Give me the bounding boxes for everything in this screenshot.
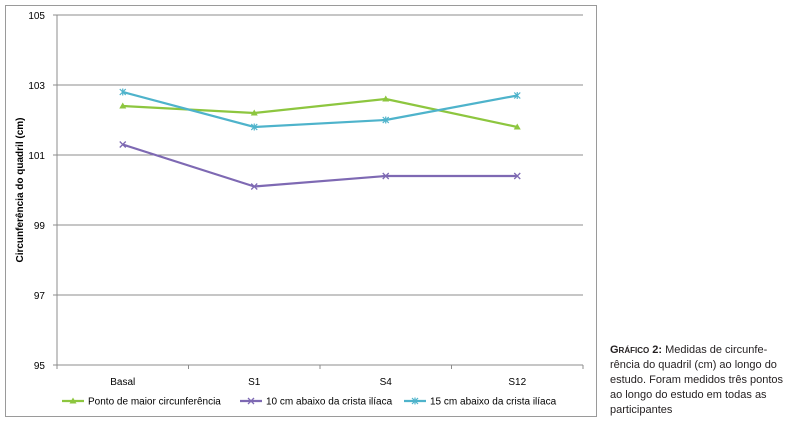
x-tick-labels: Basal S1 S4 S12 [110,377,526,388]
series-1-point-0 [119,141,127,148]
caption-lead: Gráfico 2: [610,344,663,356]
hip-circumference-chart: 95 97 99 101 103 105 Basal S1 S4 S12 Circunferên… [15,11,584,408]
legend: Ponto de maior circunferência 10 cm abaix… [62,397,557,408]
series-2-point-0 [119,88,127,96]
y-tick-label-2: 99 [34,221,46,232]
legend-label-0: Ponto de maior circunferência [88,397,221,408]
legend-label-1: 10 cm abaixo da crista ilíaca [266,397,393,408]
series-1 [119,141,521,190]
series-2-point-2 [382,116,390,124]
y-tick-label-5: 105 [28,11,45,22]
y-axis-label: Circunferência do quadril (cm) [15,117,26,262]
y-tick-label-0: 95 [34,361,46,372]
chart-frame [5,5,597,417]
series-1-point-1 [250,183,258,190]
series-0-point-1 [250,109,258,116]
series-0-point-0 [119,102,127,109]
series-group [119,88,521,190]
caption-text: Medidas de circunfe- rência do quadril (… [610,344,784,416]
x-tick-label-2: S4 [380,377,393,388]
figure-caption: Gráfico 2: Medidas de circunfe- rência d… [610,343,792,418]
y-tick-label-3: 101 [28,151,45,162]
legend-item-2: 15 cm abaixo da crista ilíaca [404,397,557,408]
legend-marker-0 [69,397,77,404]
series-0-point-2 [382,95,390,102]
y-tick-label-1: 97 [34,291,46,302]
y-tick-labels: 95 97 99 101 103 105 [28,11,45,372]
legend-label-2: 15 cm abaixo da crista ilíaca [430,397,557,408]
grid-lines [53,14,584,369]
series-line-2 [122,90,518,129]
series-2 [119,88,521,131]
series-line-1 [122,143,518,188]
series-1-point-3 [513,172,521,180]
series-0-point-3 [513,123,521,130]
series-2-point-1 [250,123,258,131]
y-tick-label-4: 103 [28,81,45,92]
x-tick-label-1: S1 [248,377,261,388]
x-tick-label-3: S12 [508,377,526,388]
legend-item-0: Ponto de maior circunferência [62,397,221,408]
legend-marker-1 [247,397,255,405]
legend-marker-2 [411,397,419,405]
x-tick-label-0: Basal [110,377,135,388]
series-1-point-2 [382,172,390,180]
legend-item-1: 10 cm abaixo da crista ilíaca [240,397,393,408]
series-2-point-3 [513,92,521,99]
